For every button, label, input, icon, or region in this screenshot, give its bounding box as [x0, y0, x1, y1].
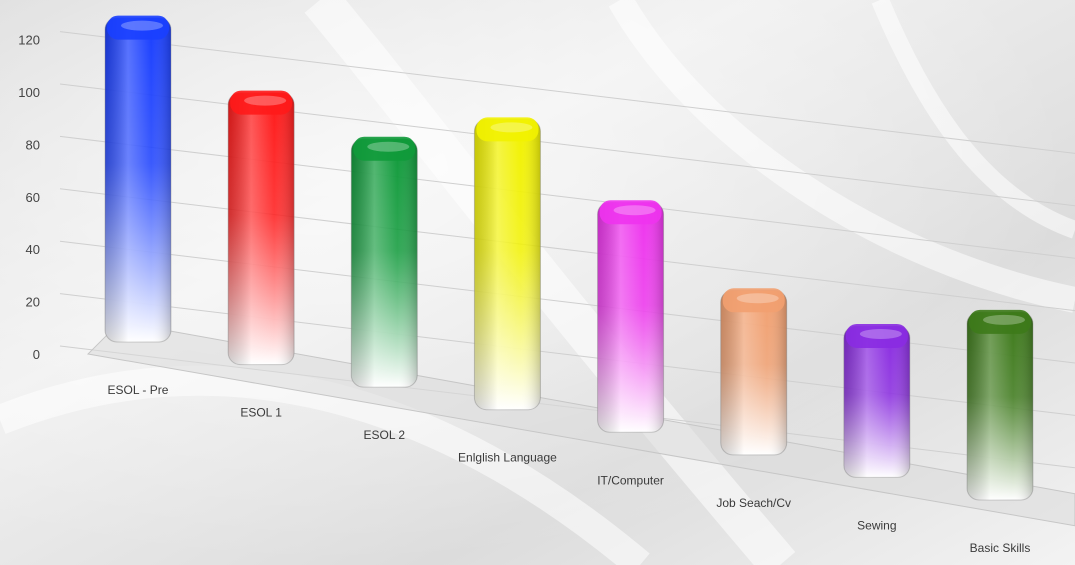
x-tick-label: Enlglish Language: [458, 451, 557, 465]
bar: [473, 117, 541, 411]
bar-cap-highlight: [367, 141, 410, 152]
y-tick-label: 120: [18, 33, 40, 48]
y-tick-label: 40: [26, 242, 40, 257]
x-axis: ESOL - Pre ESOL 1 ESOL 2 Enlglish Language I…: [108, 383, 1031, 555]
bar-cap: [230, 90, 293, 115]
bar-cap: [599, 200, 662, 225]
bar: [597, 200, 665, 433]
bar-cap-highlight: [244, 95, 287, 106]
bar-cap: [969, 309, 1031, 334]
y-tick-label: 100: [18, 85, 40, 100]
bar-cap: [722, 288, 785, 313]
x-tick-label: Sewing: [857, 518, 896, 532]
bar: [843, 323, 911, 478]
gridline: [59, 31, 1075, 154]
bar-shine: [474, 119, 541, 410]
bar-shine: [843, 325, 910, 478]
y-tick-label: 0: [33, 347, 40, 362]
bar-shine: [105, 17, 171, 342]
bar-cap-highlight: [859, 328, 902, 339]
bar-cap: [476, 117, 539, 142]
bar: [104, 15, 172, 343]
y-axis: 0 20 40 60 80 100 120: [18, 33, 40, 362]
bar-shine: [720, 290, 787, 455]
bar-cap-highlight: [613, 205, 656, 216]
bar-cap: [353, 136, 416, 161]
bar: [227, 90, 295, 366]
bar-shine: [597, 202, 664, 433]
x-tick-label: Job Seach/Cv: [716, 496, 791, 510]
bar-cap-highlight: [121, 20, 163, 31]
bar-shine: [228, 92, 295, 365]
bar-shine: [967, 311, 1033, 500]
y-tick-label: 20: [26, 295, 40, 310]
y-tick-label: 60: [26, 190, 40, 205]
bar-cap-highlight: [736, 293, 779, 304]
bar: [720, 288, 788, 456]
bar-cap: [107, 15, 169, 40]
bar-cap-highlight: [983, 314, 1025, 325]
bar-shine: [351, 138, 418, 388]
x-tick-label: Basic Skills: [970, 541, 1031, 555]
bar-cap: [845, 323, 908, 348]
x-tick-label: ESOL 1: [240, 406, 282, 420]
bars: [104, 15, 1034, 501]
x-tick-label: ESOL 2: [363, 428, 405, 442]
bar-cap-highlight: [490, 122, 533, 133]
y-tick-label: 80: [26, 137, 40, 152]
x-tick-label: IT/Computer: [597, 473, 664, 487]
bar: [350, 136, 418, 388]
bar: [966, 309, 1034, 501]
x-tick-label: ESOL - Pre: [108, 383, 169, 397]
